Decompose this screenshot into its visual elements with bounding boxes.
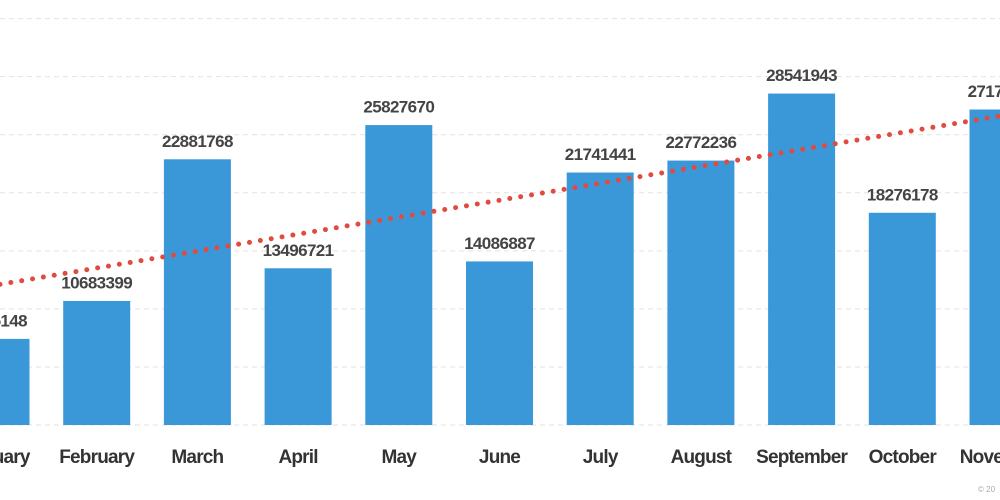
bar (0, 338, 30, 425)
value-label: 28541943 (766, 66, 837, 85)
x-tick-label: November (960, 447, 1000, 468)
x-tick-label: January (0, 447, 31, 468)
value-label: 14086887 (464, 234, 535, 253)
x-tick-label: April (278, 447, 317, 468)
value-label: 7415148 (0, 311, 27, 330)
value-label: 22772236 (665, 133, 736, 152)
copyright: © 20 (978, 485, 996, 494)
bar (466, 261, 533, 425)
x-tick-label: August (671, 447, 733, 468)
value-label: 22881768 (162, 132, 233, 151)
bar (365, 125, 433, 425)
bar (63, 300, 131, 425)
x-tick-label: July (583, 447, 619, 468)
value-label: 25827670 (363, 98, 434, 117)
x-tick-label: February (59, 447, 135, 468)
value-label: 18276178 (867, 185, 938, 204)
bar (868, 212, 936, 425)
bar (566, 172, 634, 425)
value-label: 21741441 (565, 145, 636, 164)
bar (264, 268, 332, 425)
trend-line (0, 113, 1000, 287)
bar (667, 160, 735, 425)
x-tick-label: September (756, 447, 848, 468)
x-tick-label: October (869, 447, 938, 468)
value-label: 27170000 (968, 82, 1000, 101)
x-tick-label: March (171, 447, 223, 468)
x-tick-label: June (479, 447, 520, 468)
value-label: 13496721 (263, 241, 334, 260)
bar (163, 159, 231, 425)
bar (969, 109, 1000, 425)
x-tick-label: May (382, 447, 418, 468)
value-label: 10683399 (61, 273, 132, 292)
